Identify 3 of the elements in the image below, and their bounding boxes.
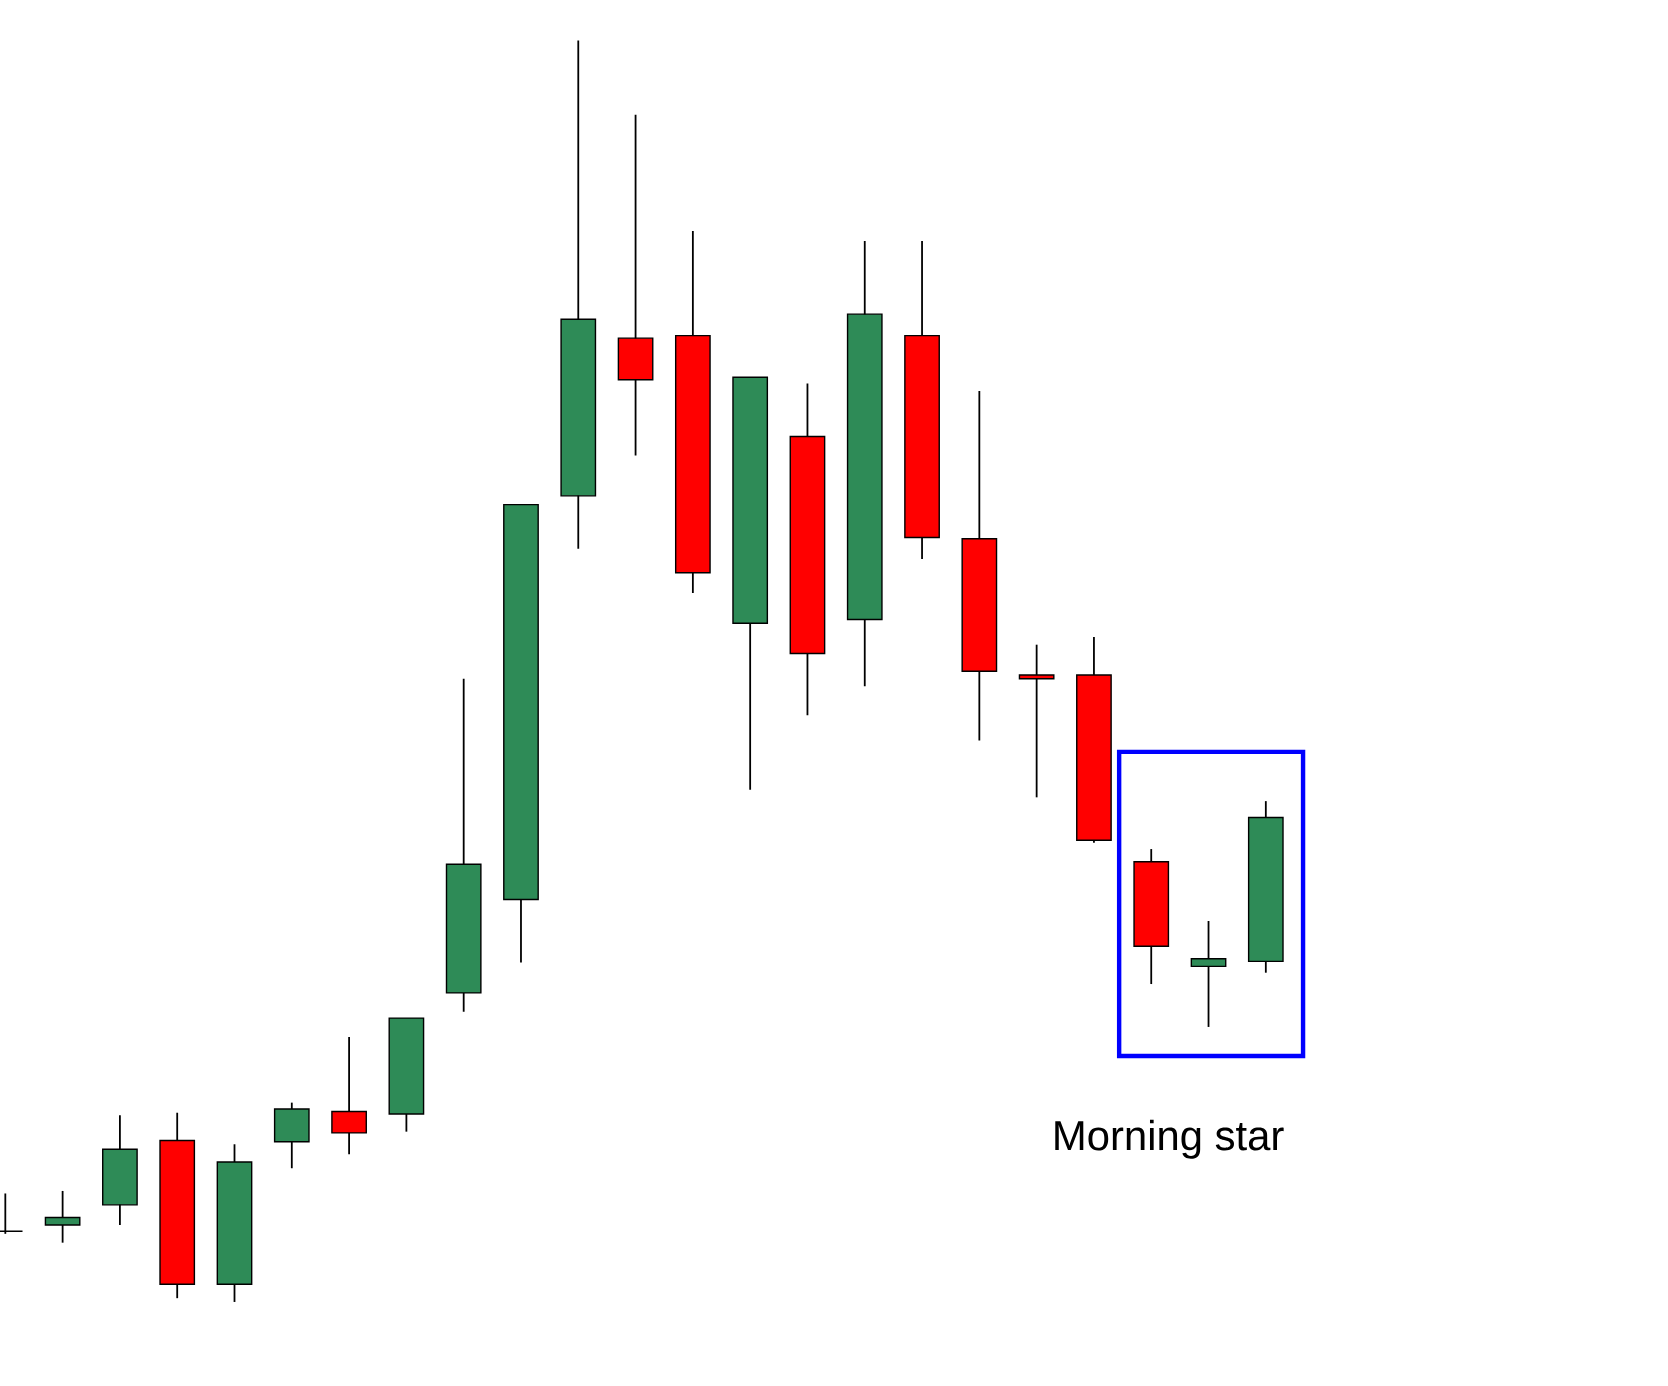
candlestick xyxy=(1018,643,1055,799)
candlestick xyxy=(1190,920,1227,1028)
annotation: Morning star xyxy=(1055,1119,1284,1159)
